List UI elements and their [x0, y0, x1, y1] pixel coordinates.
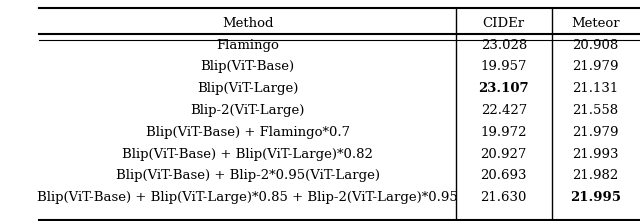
Text: 21.558: 21.558: [572, 104, 618, 117]
Text: Blip(ViT-Base): Blip(ViT-Base): [200, 60, 294, 73]
Text: Blip(ViT-Base) + Blip(ViT-Large)*0.85 + Blip-2(ViT-Large)*0.95: Blip(ViT-Base) + Blip(ViT-Large)*0.85 + …: [37, 191, 458, 204]
Text: Blip(ViT-Base) + Flamingo*0.7: Blip(ViT-Base) + Flamingo*0.7: [145, 126, 349, 139]
Text: 23.107: 23.107: [479, 82, 529, 95]
Text: 21.993: 21.993: [572, 148, 618, 161]
Text: CIDEr: CIDEr: [483, 17, 525, 30]
Text: 20.693: 20.693: [481, 170, 527, 183]
Text: Blip-2(ViT-Large): Blip-2(ViT-Large): [191, 104, 305, 117]
Text: Blip(ViT-Base) + Blip(ViT-Large)*0.82: Blip(ViT-Base) + Blip(ViT-Large)*0.82: [122, 148, 373, 161]
Text: 20.908: 20.908: [572, 38, 618, 51]
Text: Blip(ViT-Base) + Blip-2*0.95(ViT-Large): Blip(ViT-Base) + Blip-2*0.95(ViT-Large): [116, 170, 380, 183]
Text: 19.957: 19.957: [481, 60, 527, 73]
Text: 23.028: 23.028: [481, 38, 527, 51]
Text: 21.982: 21.982: [572, 170, 618, 183]
Text: 21.979: 21.979: [572, 60, 618, 73]
Text: Blip(ViT-Large): Blip(ViT-Large): [197, 82, 298, 95]
Text: 20.927: 20.927: [481, 148, 527, 161]
Text: 22.427: 22.427: [481, 104, 527, 117]
Text: 19.972: 19.972: [481, 126, 527, 139]
Text: 21.995: 21.995: [570, 191, 621, 204]
Text: 21.979: 21.979: [572, 126, 618, 139]
Text: 21.131: 21.131: [572, 82, 618, 95]
Text: Method: Method: [222, 17, 273, 30]
Text: Flamingo: Flamingo: [216, 38, 279, 51]
Text: 21.630: 21.630: [481, 191, 527, 204]
Text: Meteor: Meteor: [571, 17, 620, 30]
